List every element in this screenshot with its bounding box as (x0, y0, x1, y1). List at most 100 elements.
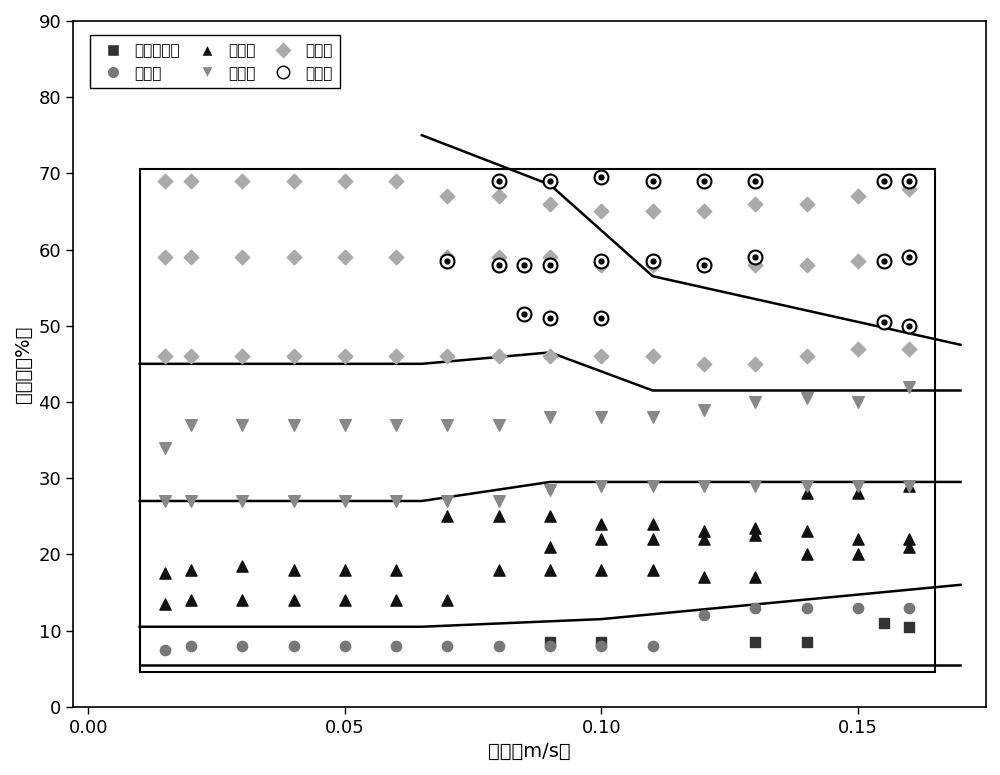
Point (901, 251, 917, 264)
Point (286, 251, 302, 264)
Point (593, 636, 609, 648)
Point (850, 601, 866, 614)
Point (799, 548, 815, 560)
Point (747, 396, 763, 408)
Point (337, 494, 353, 507)
Point (645, 480, 661, 492)
Point (286, 174, 302, 187)
Point (439, 190, 455, 202)
Point (183, 350, 199, 363)
Point (696, 174, 712, 187)
Point (645, 411, 661, 423)
Point (696, 609, 712, 622)
Point (593, 350, 609, 363)
Point (593, 255, 609, 267)
Point (901, 174, 917, 187)
Point (542, 251, 558, 264)
Point (876, 174, 892, 187)
Point (645, 563, 661, 576)
Point (593, 171, 609, 184)
Point (876, 315, 892, 328)
Point (747, 529, 763, 542)
Point (850, 396, 866, 408)
Point (542, 259, 558, 271)
Point (901, 480, 917, 492)
Point (234, 494, 250, 507)
Point (645, 350, 661, 363)
Point (516, 259, 532, 271)
Point (491, 563, 507, 576)
Y-axis label: 持水率（%）: 持水率（%） (14, 326, 33, 402)
Point (491, 259, 507, 271)
Point (439, 418, 455, 431)
Point (157, 174, 173, 187)
Point (542, 540, 558, 553)
Point (286, 350, 302, 363)
Bar (140, 170, 935, 673)
Point (491, 418, 507, 431)
Point (491, 251, 507, 264)
Point (799, 350, 815, 363)
Point (157, 494, 173, 507)
Point (747, 357, 763, 370)
Point (542, 198, 558, 210)
Point (696, 533, 712, 546)
Point (388, 639, 404, 652)
Point (337, 350, 353, 363)
Point (850, 255, 866, 267)
Point (491, 174, 507, 187)
Point (645, 255, 661, 267)
Point (542, 411, 558, 423)
Point (593, 259, 609, 271)
Point (593, 171, 609, 184)
Point (645, 259, 661, 271)
Point (491, 190, 507, 202)
Point (491, 639, 507, 652)
Point (850, 480, 866, 492)
Point (516, 308, 532, 321)
Point (234, 350, 250, 363)
Point (645, 533, 661, 546)
Point (388, 174, 404, 187)
Point (183, 563, 199, 576)
Point (696, 525, 712, 538)
Point (850, 487, 866, 500)
Point (901, 480, 917, 492)
Point (747, 571, 763, 584)
Point (901, 540, 917, 553)
Point (542, 312, 558, 324)
Point (747, 198, 763, 210)
Point (645, 174, 661, 187)
Point (799, 487, 815, 500)
Point (901, 343, 917, 355)
Point (234, 639, 250, 652)
Point (439, 639, 455, 652)
Point (234, 174, 250, 187)
Point (747, 522, 763, 534)
Point (901, 319, 917, 332)
Point (337, 639, 353, 652)
Point (439, 594, 455, 606)
Point (388, 494, 404, 507)
Point (542, 510, 558, 522)
Point (542, 484, 558, 496)
Point (388, 418, 404, 431)
Point (516, 259, 532, 271)
Point (850, 548, 866, 560)
Point (388, 563, 404, 576)
Point (157, 643, 173, 656)
Point (645, 255, 661, 267)
Point (799, 259, 815, 271)
Point (542, 174, 558, 187)
Point (157, 567, 173, 580)
Point (747, 636, 763, 648)
Point (157, 251, 173, 264)
Point (901, 174, 917, 187)
Point (183, 174, 199, 187)
Point (183, 594, 199, 606)
Point (696, 205, 712, 218)
Point (542, 563, 558, 576)
Point (439, 251, 455, 264)
Point (183, 494, 199, 507)
Point (542, 350, 558, 363)
